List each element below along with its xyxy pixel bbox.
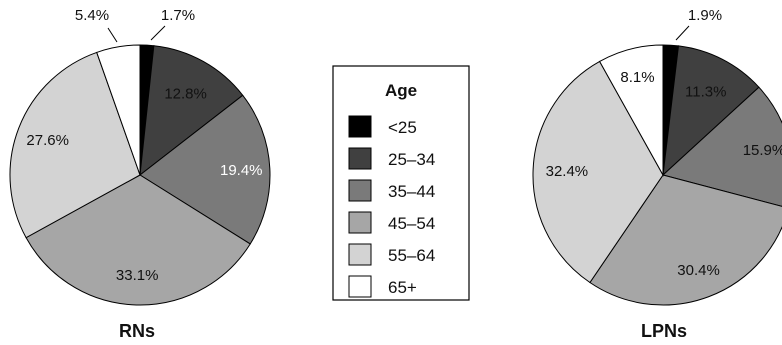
legend-swatch-55-64 (348, 243, 372, 266)
lpn-chart-title: LPNs (641, 321, 687, 341)
legend-swatch-45-54 (348, 211, 372, 234)
legend-swatch-under-25 (348, 115, 372, 138)
legend-label-65-plus: 65+ (388, 278, 417, 297)
legend-label-55-64: 55–64 (388, 246, 435, 265)
rn-data-label-under-25: 1.7% (161, 7, 195, 24)
lpn-data-label-25-34: 11.3% (685, 84, 726, 101)
rn-slice-65-plus (96, 44, 141, 176)
rn-data-label-45-54: 33.1% (116, 267, 159, 284)
rn-leader-line-under-25 (150, 25, 166, 41)
rn-chart-title: RNs (119, 321, 155, 341)
rn-data-label-55-64: 27.6% (26, 132, 69, 149)
age-legend: Age <25 25–34 35–44 45–54 55–64 65+ (332, 65, 470, 301)
rn-data-label-35-44: 19.4% (220, 162, 263, 179)
rn-slice-25-34 (139, 45, 244, 177)
legend-label-35-44: 35–44 (388, 182, 435, 201)
lpn-slice-45-54 (589, 174, 782, 306)
rn-leader-line-65-plus (107, 27, 118, 43)
lpn-data-label-55-64: 32.4% (546, 163, 589, 180)
lpn-data-label-45-54: 30.4% (677, 262, 720, 279)
rn-pie-chart: 1.7% 12.8% 19.4% 33.1% 27.6% 5.4% (9, 7, 271, 306)
lpn-data-label-under-25: 1.9% (688, 7, 722, 24)
lpn-data-label-65-plus: 8.1% (620, 69, 654, 86)
lpn-leader-line-under-25 (675, 25, 690, 41)
lpn-pie-chart: 1.9% 11.3% 15.9% 30.4% 32.4% 8.1% (532, 7, 782, 306)
rn-slice-45-54 (25, 174, 251, 306)
rn-slice-55-64 (9, 51, 141, 239)
legend-swatch-25-34 (348, 147, 372, 170)
legend-label-under-25: <25 (388, 118, 417, 137)
legend-title: Age (385, 81, 417, 100)
lpn-slice-35-44 (661, 86, 782, 207)
lpn-slice-25-34 (662, 45, 760, 177)
rn-slice-35-44 (139, 94, 271, 245)
legend-swatch-65-plus (348, 275, 372, 298)
lpn-slice-55-64 (532, 60, 664, 284)
legend-label-45-54: 45–54 (388, 214, 435, 233)
rn-data-label-65-plus: 5.4% (75, 7, 109, 24)
rn-data-label-25-34: 12.8% (164, 85, 207, 102)
legend-label-25-34: 25–34 (388, 150, 435, 169)
lpn-slice-65-plus (598, 44, 664, 177)
legend-swatch-35-44 (348, 179, 372, 202)
lpn-data-label-35-44: 15.9% (743, 142, 782, 159)
